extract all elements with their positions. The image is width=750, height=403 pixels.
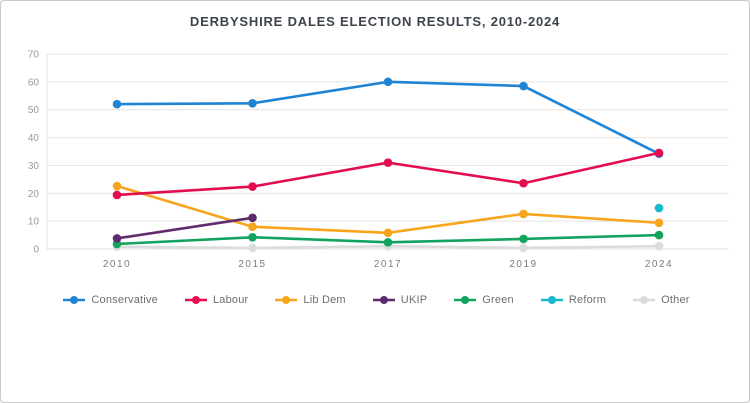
legend-marker-other xyxy=(633,296,656,304)
legend-item-green: Green xyxy=(453,294,514,306)
data-point-ukip-2010 xyxy=(112,234,122,243)
series-line-ukip xyxy=(115,216,254,240)
legend-label-ukip: UKIP xyxy=(400,294,428,306)
data-point-green-2024 xyxy=(654,230,664,240)
data-point-ukip-2015 xyxy=(248,213,257,223)
data-point-conservative-2019 xyxy=(519,81,528,91)
y-axis-label: 30 xyxy=(28,161,40,172)
legend-item-reform: Reform xyxy=(540,294,606,306)
series-line-conservative xyxy=(115,80,661,156)
data-point-green-2019 xyxy=(519,234,528,244)
data-point-labour-2015 xyxy=(248,182,257,191)
y-axis-label: 0 xyxy=(33,245,39,256)
y-axis-label: 70 xyxy=(28,50,40,61)
legend-marker-green xyxy=(454,296,477,304)
data-point-lib-dem-2010 xyxy=(112,181,122,191)
legend-item-conservative: Conservative xyxy=(62,294,158,306)
data-point-lib-dem-2024 xyxy=(654,218,664,228)
legend-item-other: Other xyxy=(632,294,690,306)
data-point-conservative-2010 xyxy=(112,99,122,109)
y-axis-label: 50 xyxy=(28,105,40,116)
y-axis-label: 20 xyxy=(28,189,40,200)
data-point-conservative-2015 xyxy=(248,99,257,108)
x-axis-label: 2019 xyxy=(509,259,537,270)
data-point-other-2015 xyxy=(248,243,257,253)
chart-title: DERBYSHIRE DALES ELECTION RESULTS, 2010-… xyxy=(189,14,561,29)
x-axis-label: 2010 xyxy=(103,259,131,270)
plot-area: 0 10 20 30 40 50 60 70 2010 2015 2017 2019 2024 xyxy=(1,37,749,287)
legend-label-green: Green xyxy=(482,294,514,306)
legend-marker-conservative xyxy=(63,296,86,304)
data-point-labour-2017 xyxy=(383,158,393,167)
x-axis-label: 2017 xyxy=(374,259,402,270)
x-axis-label: 2015 xyxy=(238,259,266,270)
data-point-lib-dem-2019 xyxy=(519,209,528,219)
line-chart: 0 10 20 30 40 50 60 70 2010 2015 2017 2019 2024 xyxy=(28,50,729,270)
data-point-lib-dem-2015 xyxy=(248,222,257,232)
data-point-green-2017 xyxy=(383,238,393,247)
data-point-labour-2019 xyxy=(519,178,528,188)
y-axis-label: 40 xyxy=(28,133,40,144)
y-axis-label: 60 xyxy=(28,77,40,88)
x-axis-label: 2024 xyxy=(645,259,673,270)
legend-label-other: Other xyxy=(661,294,690,306)
legend-marker-lib-dem xyxy=(275,296,298,304)
legend-item-lib-dem: Lib Dem xyxy=(274,294,346,306)
legend-marker-ukip xyxy=(372,296,395,304)
legend-label-labour: Labour xyxy=(212,294,249,306)
data-point-conservative-2017 xyxy=(383,77,393,87)
legend-marker-labour xyxy=(184,296,207,304)
legend-item-labour: Labour xyxy=(184,294,248,306)
legend-marker-reform xyxy=(540,296,563,304)
data-point-labour-2010 xyxy=(112,190,122,200)
data-point-labour-2024 xyxy=(654,148,664,158)
data-point-reform-2024 xyxy=(654,203,664,213)
legend-label-reform: Reform xyxy=(568,294,607,306)
y-axis-label: 10 xyxy=(28,217,40,228)
data-point-green-2015 xyxy=(248,233,257,242)
data-point-lib-dem-2017 xyxy=(383,228,393,238)
chart-legend: Conservative Labour Lib Dem UKIP Green Reform… xyxy=(1,294,749,306)
legend-label-lib-dem: Lib Dem xyxy=(303,294,346,306)
legend-label-conservative: Conservative xyxy=(91,294,158,306)
legend-item-ukip: UKIP xyxy=(372,294,427,306)
data-point-other-2019 xyxy=(519,243,528,253)
data-point-other-2024 xyxy=(654,241,664,251)
